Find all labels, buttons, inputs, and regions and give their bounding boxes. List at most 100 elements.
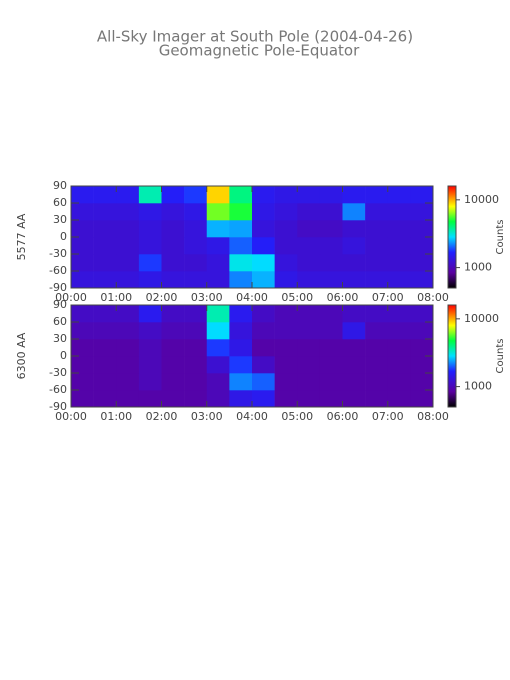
heat-cell	[71, 186, 94, 204]
colorbar-tick-label: 1000	[464, 261, 492, 274]
heat-cell	[206, 322, 230, 340]
heat-cell	[297, 220, 321, 238]
heat-cell	[229, 186, 253, 204]
heat-cell	[206, 356, 230, 374]
heat-cell	[319, 322, 343, 340]
heat-cell	[252, 390, 275, 408]
heat-cell	[342, 305, 366, 323]
heat-cell	[206, 203, 230, 221]
y-tick-label: 90	[53, 298, 67, 311]
heat-cell	[319, 203, 343, 221]
heat-cell	[387, 305, 411, 323]
x-tick-label: 07:00	[372, 291, 404, 304]
y-axis-label: 5577 AA	[15, 213, 28, 260]
y-tick-label: 60	[53, 315, 67, 328]
heat-cell	[274, 186, 298, 204]
heat-cell	[184, 254, 208, 272]
heat-cell	[93, 254, 117, 272]
heat-cell	[342, 373, 366, 391]
heat-cell	[206, 186, 230, 204]
y-tick-label: -90	[49, 281, 67, 294]
heat-cell	[184, 203, 208, 221]
heat-cell	[138, 305, 162, 323]
x-tick-label: 02:00	[146, 410, 178, 423]
heat-cell	[229, 203, 253, 221]
heat-cell	[161, 339, 185, 357]
heat-cell	[342, 322, 366, 340]
y-tick-label: -90	[49, 400, 67, 413]
heat-cell	[410, 186, 434, 204]
x-tick-label: 03:00	[191, 410, 223, 423]
heat-cell	[116, 271, 140, 289]
heat-cell	[319, 373, 343, 391]
heat-cell	[410, 339, 434, 357]
heat-cell	[410, 322, 434, 340]
heat-cell	[342, 237, 366, 255]
heat-cell	[342, 356, 366, 374]
heat-cell	[252, 203, 275, 221]
heat-cell	[93, 203, 117, 221]
heat-cell	[342, 254, 366, 272]
heat-cell	[387, 356, 411, 374]
heat-cell	[387, 203, 411, 221]
heat-cell	[274, 339, 298, 357]
colorbar-tick-label: 1000	[464, 380, 492, 393]
y-tick-label: 90	[53, 179, 67, 192]
heat-cell	[387, 254, 411, 272]
heat-cell	[365, 390, 389, 408]
heat-cell	[229, 254, 253, 272]
heat-cell	[138, 373, 162, 391]
x-tick-label: 06:00	[327, 410, 359, 423]
heat-cell	[319, 237, 343, 255]
heat-cell	[71, 373, 94, 391]
heat-cell	[342, 339, 366, 357]
heat-cell	[116, 254, 140, 272]
heat-cell	[161, 271, 185, 289]
heat-cell	[387, 186, 411, 204]
heat-cell	[138, 237, 162, 255]
heat-cell	[71, 339, 94, 357]
y-tick-label: -30	[49, 247, 67, 260]
heat-cell	[71, 390, 94, 408]
heat-cell	[71, 254, 94, 272]
heat-cell	[116, 203, 140, 221]
heat-cell	[206, 339, 230, 357]
x-tick-label: 04:00	[236, 291, 268, 304]
heat-cell	[297, 339, 321, 357]
heat-cell	[229, 339, 253, 357]
heat-cell	[116, 339, 140, 357]
heat-cell	[116, 390, 140, 408]
x-tick-label: 03:00	[191, 291, 223, 304]
heat-cell	[410, 237, 434, 255]
y-tick-label: 60	[53, 196, 67, 209]
heat-cell	[342, 220, 366, 238]
colorbar	[447, 185, 457, 289]
chart-title: All-Sky Imager at South Pole (2004-04-26…	[97, 28, 413, 46]
colorbar-tick-label: 10000	[464, 312, 499, 325]
heat-cell	[274, 237, 298, 255]
heat-cell	[252, 271, 275, 289]
heat-cell	[365, 186, 389, 204]
heat-cell	[319, 220, 343, 238]
heat-cell	[138, 356, 162, 374]
heat-cell	[252, 186, 275, 204]
heat-cell	[93, 373, 117, 391]
heat-cell	[229, 373, 253, 391]
heat-cell	[319, 271, 343, 289]
heat-cell	[410, 356, 434, 374]
heat-cell	[387, 373, 411, 391]
heat-cell	[297, 186, 321, 204]
heat-cell	[206, 237, 230, 255]
heat-cell	[319, 339, 343, 357]
heat-cell	[93, 220, 117, 238]
x-tick-label: 06:00	[327, 291, 359, 304]
heat-cell	[93, 271, 117, 289]
heat-cell	[161, 203, 185, 221]
heat-cell	[229, 322, 253, 340]
heat-cell	[297, 271, 321, 289]
heat-cell	[252, 305, 275, 323]
heat-cell	[93, 186, 117, 204]
heat-cell	[274, 220, 298, 238]
heat-cell	[184, 305, 208, 323]
y-axis-label: 6300 AA	[15, 332, 28, 379]
